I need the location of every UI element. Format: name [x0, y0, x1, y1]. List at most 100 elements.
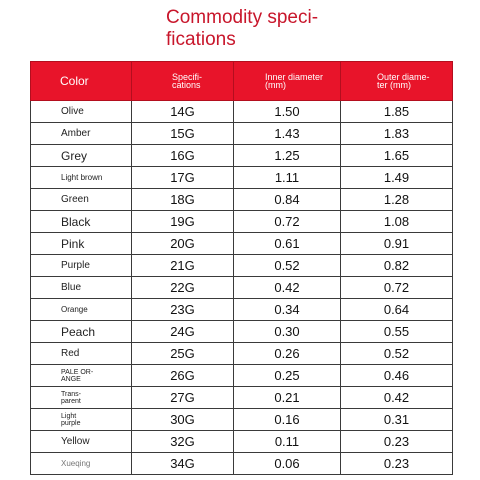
- header-inner-line-2: (mm): [265, 80, 286, 90]
- spec-cell: 20G: [131, 232, 234, 255]
- inner-diameter-cell-text: 0.11: [274, 434, 300, 449]
- inner-diameter-cell-text: 0.30: [274, 324, 300, 339]
- spec-cell: 19G: [131, 210, 234, 233]
- outer-diameter-cell: 0.31: [340, 408, 453, 431]
- table-header-row: Color Specifi- cations Inner diameter (m…: [30, 61, 453, 101]
- outer-diameter-cell: 0.64: [340, 298, 453, 321]
- inner-diameter-cell: 0.61: [233, 232, 341, 255]
- outer-diameter-cell-text: 1.28: [383, 192, 410, 207]
- spec-cell: 27G: [131, 386, 234, 409]
- inner-diameter-cell: 0.25: [233, 364, 341, 387]
- outer-diameter-cell-text: 1.08: [383, 214, 410, 229]
- outer-diameter-cell-text: 0.55: [383, 324, 410, 339]
- spec-table: Color Specifi- cations Inner diameter (m…: [30, 61, 453, 475]
- outer-diameter-cell: 0.55: [340, 320, 453, 343]
- spec-cell: 16G: [131, 144, 234, 167]
- table-row: Red 25G 0.26 0.52: [30, 342, 453, 365]
- color-cell: Yellow: [30, 430, 132, 453]
- table-row: Grey 16G 1.25 1.65: [30, 144, 453, 167]
- outer-diameter-cell: 0.52: [340, 342, 453, 365]
- spec-cell: 32G: [131, 430, 234, 453]
- spec-cell-text: 18G: [170, 192, 195, 207]
- spec-cell-text: 25G: [170, 346, 195, 361]
- title-line-1: Commodity speci-: [166, 7, 319, 28]
- outer-diameter-cell-text: 1.85: [383, 104, 410, 119]
- color-cell-text: Pink: [61, 236, 85, 251]
- inner-diameter-cell: 0.84: [233, 188, 341, 211]
- inner-diameter-cell-text: 0.72: [274, 214, 300, 229]
- outer-diameter-cell-text: 1.83: [383, 126, 410, 141]
- outer-diameter-cell-text: 0.91: [383, 236, 410, 251]
- color-cell: Xueqing: [30, 452, 132, 475]
- inner-diameter-cell-text: 0.42: [274, 280, 300, 295]
- outer-diameter-cell: 0.46: [340, 364, 453, 387]
- outer-diameter-cell: 1.28: [340, 188, 453, 211]
- outer-diameter-cell: 1.65: [340, 144, 453, 167]
- spec-cell-text: 27G: [170, 390, 195, 405]
- spec-cell-text: 20G: [170, 236, 195, 251]
- outer-diameter-cell-text: 1.49: [383, 170, 410, 185]
- spec-cell: 23G: [131, 298, 234, 321]
- inner-diameter-cell-text: 0.06: [274, 456, 300, 471]
- header-inner-line-1: Inner diameter: [265, 72, 324, 82]
- color-cell-text: ANGE: [61, 375, 81, 383]
- color-cell-text: purple: [61, 419, 81, 427]
- spec-cell-text: 24G: [170, 324, 195, 339]
- inner-diameter-cell: 0.06: [233, 452, 341, 475]
- outer-diameter-cell: 1.85: [340, 100, 453, 123]
- page-title: Commodity speci- fications: [166, 7, 366, 51]
- outer-diameter-cell: 0.72: [340, 276, 453, 299]
- color-cell: Green: [30, 188, 132, 211]
- outer-diameter-cell: 0.42: [340, 386, 453, 409]
- outer-diameter-cell: 0.91: [340, 232, 453, 255]
- outer-diameter-cell: 1.83: [340, 122, 453, 145]
- outer-diameter-cell: 1.49: [340, 166, 453, 189]
- spec-cell-text: 23G: [170, 302, 195, 317]
- outer-diameter-cell-text: 0.42: [383, 390, 410, 405]
- table-row: Peach 24G 0.30 0.55: [30, 320, 453, 343]
- inner-diameter-cell: 0.16: [233, 408, 341, 431]
- color-cell-text: Trans-: [61, 390, 81, 398]
- inner-diameter-cell-text: 1.25: [274, 148, 300, 163]
- spec-cell-text: 17G: [170, 170, 195, 185]
- spec-cell-text: 32G: [170, 434, 195, 449]
- inner-diameter-cell: 0.72: [233, 210, 341, 233]
- inner-diameter-cell: 1.25: [233, 144, 341, 167]
- spec-cell: 17G: [131, 166, 234, 189]
- color-cell-text: Red: [61, 348, 80, 359]
- color-cell-text: parent: [61, 397, 81, 405]
- table-row: Purple 21G 0.52 0.82: [30, 254, 453, 277]
- outer-diameter-cell: 0.82: [340, 254, 453, 277]
- inner-diameter-cell: 0.34: [233, 298, 341, 321]
- spec-cell-text: 16G: [170, 148, 195, 163]
- header-outer-line-1: Outer diame-: [377, 72, 430, 82]
- spec-cell: 18G: [131, 188, 234, 211]
- color-cell: Light brown: [30, 166, 132, 189]
- color-cell: Olive: [30, 100, 132, 123]
- outer-diameter-cell-text: 0.23: [383, 434, 410, 449]
- outer-diameter-cell-text: 0.82: [383, 258, 410, 273]
- spec-cell: 26G: [131, 364, 234, 387]
- spec-cell-text: 19G: [170, 214, 195, 229]
- spec-cell: 15G: [131, 122, 234, 145]
- color-cell-text: Light brown: [61, 173, 103, 182]
- inner-diameter-cell: 1.11: [233, 166, 341, 189]
- color-cell: Peach: [30, 320, 132, 343]
- color-cell-text: Amber: [61, 128, 91, 139]
- color-cell-text: Light: [61, 412, 77, 420]
- header-inner: Inner diameter (mm): [233, 61, 341, 101]
- color-cell: Grey: [30, 144, 132, 167]
- table-row: Light brown 17G 1.11 1.49: [30, 166, 453, 189]
- table-row: Xueqing 34G 0.06 0.23: [30, 452, 453, 475]
- table-row: PALE OR- ANGE 26G 0.25 0.46: [30, 364, 453, 387]
- spec-cell: 25G: [131, 342, 234, 365]
- title-line-2: fications: [166, 29, 236, 50]
- color-cell: Pink: [30, 232, 132, 255]
- outer-diameter-cell-text: 0.23: [383, 456, 410, 471]
- inner-diameter-cell-text: 0.25: [274, 368, 300, 383]
- inner-diameter-cell: 0.11: [233, 430, 341, 453]
- inner-diameter-cell: 1.50: [233, 100, 341, 123]
- header-spec-line-1: Specifi-: [172, 72, 203, 82]
- table-row: Pink 20G 0.61 0.91: [30, 232, 453, 255]
- table-row: Amber 15G 1.43 1.83: [30, 122, 453, 145]
